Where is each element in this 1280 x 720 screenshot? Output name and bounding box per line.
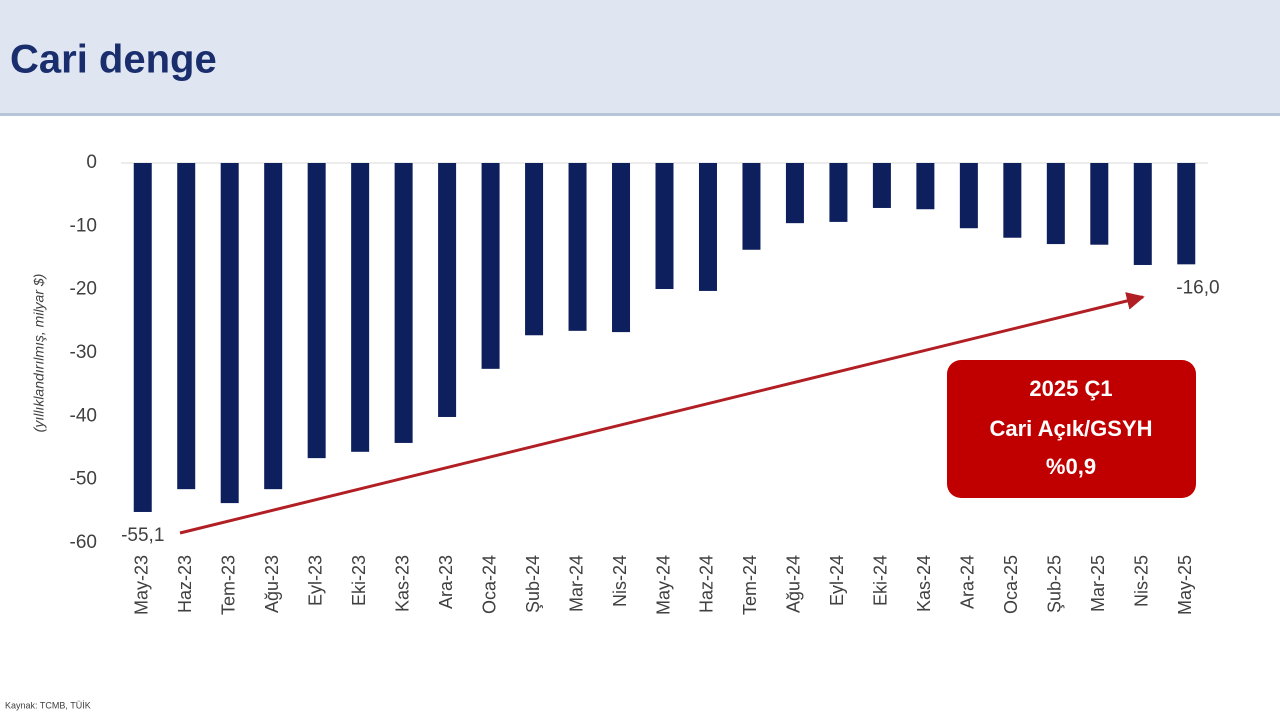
bar bbox=[829, 163, 848, 222]
data-label: -16,0 bbox=[1176, 277, 1219, 298]
bar bbox=[959, 163, 978, 229]
x-tick-label: Mar-24 bbox=[566, 555, 586, 612]
y-tick-label: -50 bbox=[70, 469, 97, 490]
x-tick-label: Şub-25 bbox=[1045, 555, 1065, 613]
bar bbox=[133, 163, 152, 512]
bar bbox=[1090, 163, 1109, 245]
x-tick-label: Oca-24 bbox=[479, 555, 499, 614]
x-tick-label: May-25 bbox=[1175, 555, 1195, 615]
bar bbox=[307, 163, 326, 459]
y-tick-label: -60 bbox=[70, 532, 97, 553]
source-note: Kaynak: TCMB, TÜİK bbox=[5, 700, 91, 710]
bar bbox=[525, 163, 544, 336]
y-tick-label: -10 bbox=[70, 215, 97, 236]
callout-text: %0,9 bbox=[1046, 454, 1096, 479]
bar bbox=[568, 163, 587, 331]
bar bbox=[655, 163, 674, 290]
x-tick-label: Ara-23 bbox=[436, 555, 456, 609]
x-tick-label: Kas-23 bbox=[392, 555, 412, 612]
bar bbox=[481, 163, 500, 369]
header-border bbox=[0, 113, 1280, 116]
y-tick-label: -20 bbox=[70, 279, 97, 300]
x-tick-label: Oca-25 bbox=[1001, 555, 1021, 614]
bar bbox=[698, 163, 717, 291]
bar bbox=[612, 163, 631, 333]
bar bbox=[264, 163, 283, 490]
x-tick-label: Kas-24 bbox=[914, 555, 934, 612]
x-tick-label: Ağu-24 bbox=[784, 555, 804, 613]
x-tick-label: Şub-24 bbox=[523, 555, 543, 613]
bar bbox=[394, 163, 413, 443]
x-tick-label: Haz-24 bbox=[697, 555, 717, 613]
x-tick-label: Eki-23 bbox=[349, 555, 369, 606]
x-tick-label: Ara-24 bbox=[958, 555, 978, 609]
callout-box bbox=[947, 360, 1196, 498]
bar bbox=[351, 163, 370, 452]
data-label: -55,1 bbox=[121, 525, 164, 546]
x-tick-label: Mar-25 bbox=[1088, 555, 1108, 612]
bar bbox=[1046, 163, 1065, 245]
x-tick-label: Nis-24 bbox=[610, 555, 630, 607]
page-title: Cari denge bbox=[10, 38, 217, 82]
x-tick-label: Ağu-23 bbox=[262, 555, 282, 613]
y-tick-label: -40 bbox=[70, 405, 97, 426]
y-tick-label: 0 bbox=[86, 152, 97, 173]
x-tick-label: Eyl-24 bbox=[827, 555, 847, 606]
bar bbox=[177, 163, 196, 490]
x-tick-label: Haz-23 bbox=[175, 555, 195, 613]
x-tick-label: Eki-24 bbox=[871, 555, 891, 606]
bar bbox=[872, 163, 891, 208]
bar bbox=[1177, 163, 1196, 265]
bar bbox=[220, 163, 239, 504]
bar bbox=[785, 163, 804, 224]
bar bbox=[742, 163, 761, 250]
x-tick-label: May-24 bbox=[653, 555, 673, 615]
callout-text: 2025 Ç1 bbox=[1029, 376, 1112, 401]
bar bbox=[916, 163, 935, 210]
x-tick-label: Eyl-23 bbox=[305, 555, 325, 606]
x-tick-label: Tem-23 bbox=[218, 555, 238, 615]
x-tick-label: May-23 bbox=[131, 555, 151, 615]
bar bbox=[1003, 163, 1022, 238]
y-tick-label: -30 bbox=[70, 342, 97, 363]
callout-text: Cari Açık/GSYH bbox=[989, 416, 1152, 441]
x-tick-label: Nis-25 bbox=[1132, 555, 1152, 607]
y-axis-label: (yıllıklandırılmış, milyar $) bbox=[31, 274, 47, 433]
x-tick-label: Tem-24 bbox=[740, 555, 760, 615]
trend-arrow bbox=[179, 292, 1145, 535]
bar bbox=[1133, 163, 1152, 265]
header-band bbox=[0, 0, 1280, 115]
bar bbox=[438, 163, 457, 417]
